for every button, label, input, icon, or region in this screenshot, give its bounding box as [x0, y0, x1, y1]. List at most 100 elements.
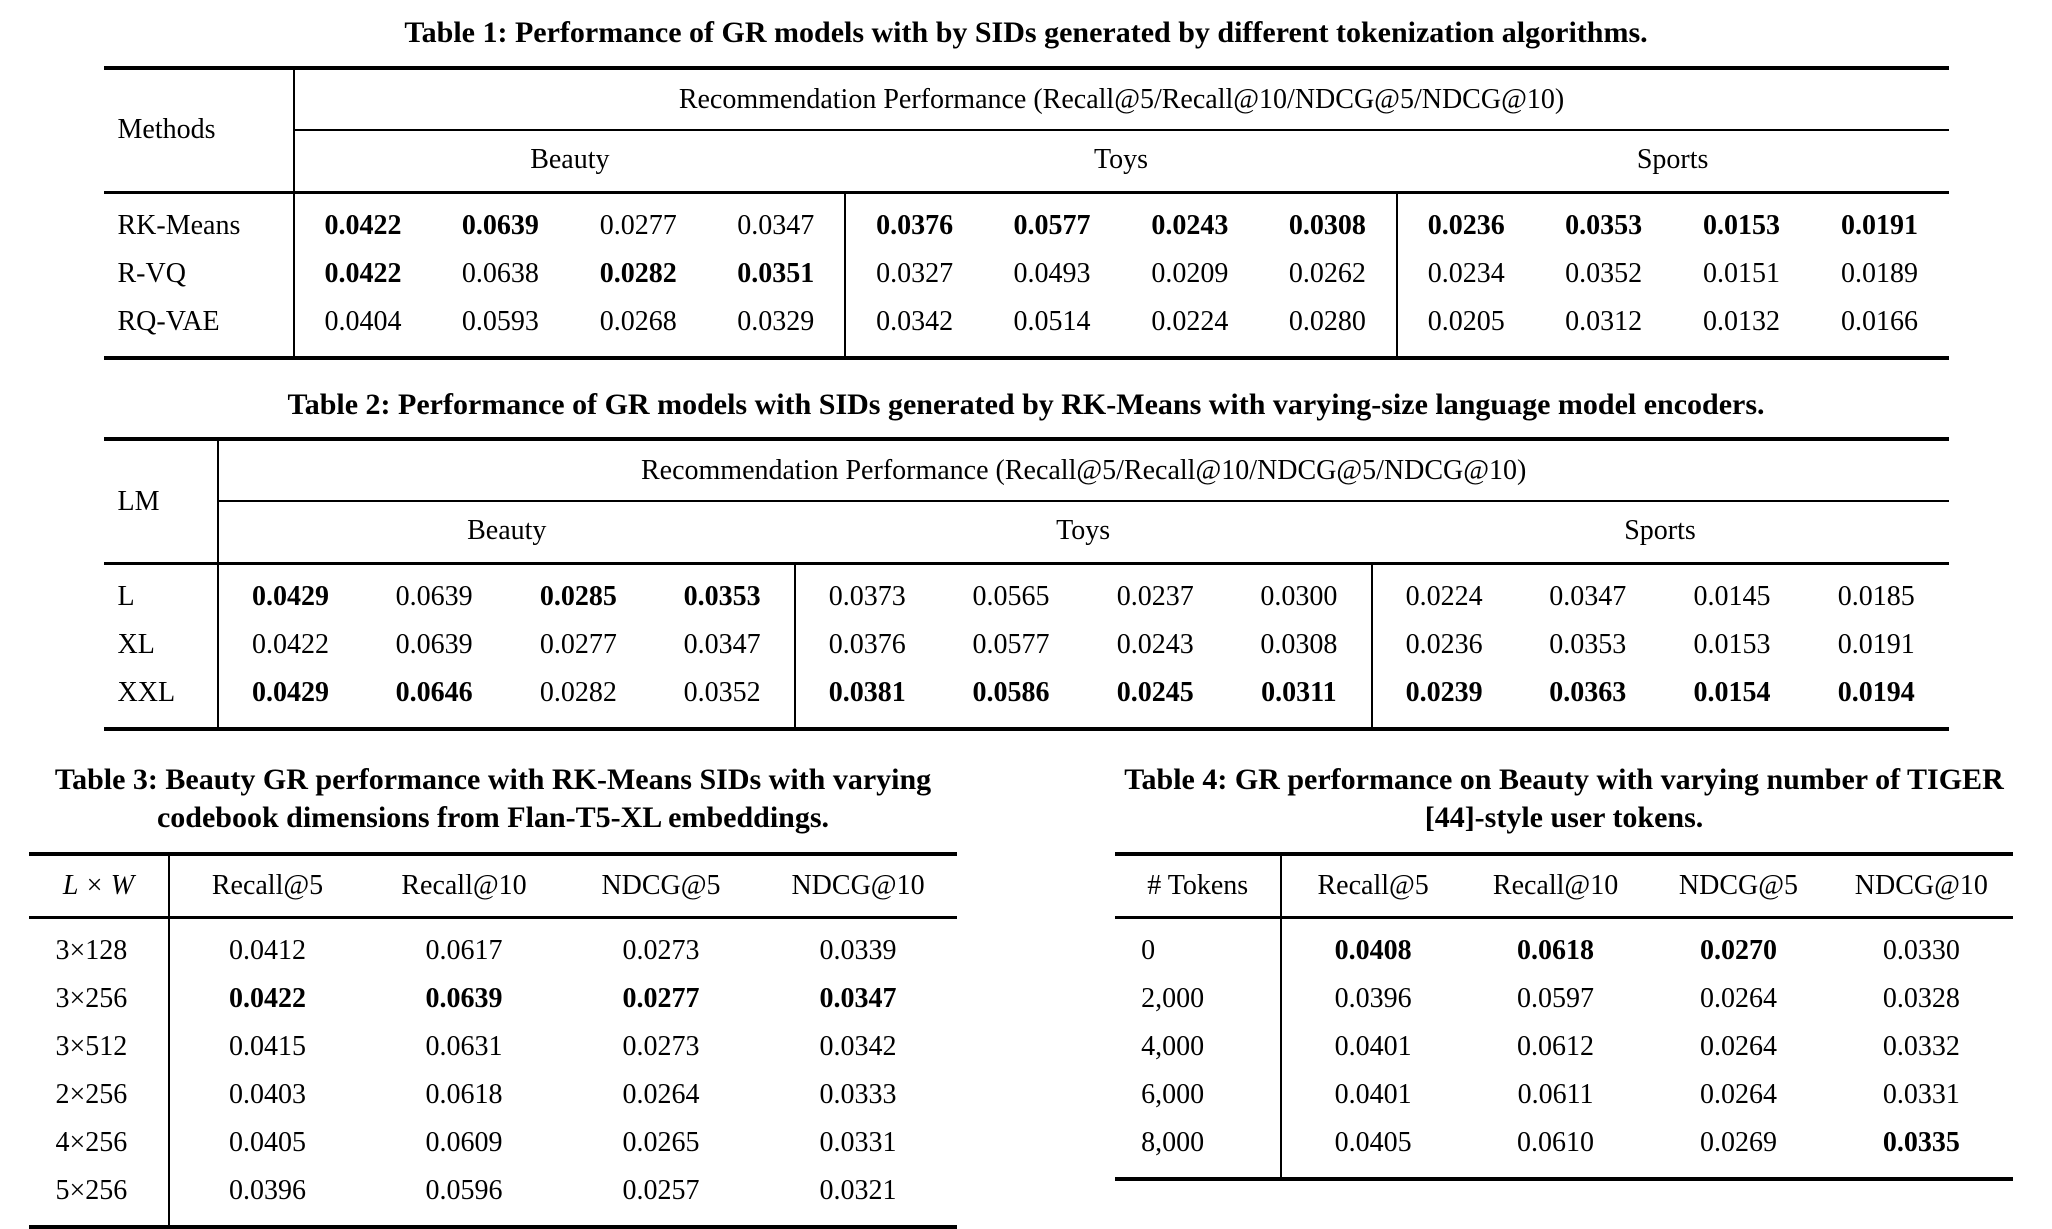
table2-cell: 0.0347 [683, 629, 761, 660]
table1-row-label: RQ-VAE [103, 297, 295, 358]
table4-cell: 0.0330 [1882, 935, 1960, 966]
table2-cell: 0.0381 [793, 669, 939, 729]
table2-cell: 0.0236 [1370, 621, 1516, 669]
table2-cell: 0.0429 [251, 581, 329, 612]
paper-page: { "page": {"background": "#ffffff", "tex… [29, 16, 2013, 1229]
table1-cell: 0.0422 [324, 209, 402, 241]
table1-cell: 0.0347 [737, 209, 815, 241]
bottom-tables-row: Table 3: Beauty GR performance with RK-M… [0, 761, 2052, 1229]
table2-cell: 0.0353 [1549, 629, 1627, 660]
table3-row: 4×256 0.0405 0.0609 0.0265 0.0331 [29, 1119, 956, 1167]
table1-cell: 0.0236 [1395, 192, 1535, 250]
table3-section: Table 3: Beauty GR performance with RK-M… [20, 761, 966, 1229]
table2-row: XL 0.0422 0.0639 0.0277 0.0347 0.0376 0.… [103, 621, 1949, 669]
table2-cell: 0.0352 [683, 677, 761, 708]
table2-cell: 0.0311 [1261, 677, 1337, 708]
table2-cell: 0.0245 [1116, 677, 1194, 708]
table4-cell: 0.0612 [1517, 1031, 1595, 1062]
table3-col-header: L × W [29, 854, 170, 919]
table4-cell: 0.0269 [1699, 1127, 1777, 1158]
table2-row-label: L [103, 563, 219, 621]
table4-cell: 0.0401 [1334, 1031, 1412, 1062]
table3-row-label: 3×256 [29, 975, 170, 1023]
table2-cell: 0.0285 [539, 581, 617, 612]
table4-col-header: Recall@10 [1464, 854, 1647, 919]
table3-col-header: NDCG@5 [562, 854, 760, 919]
table1-cell: 0.0191 [1841, 209, 1918, 241]
table3-cell: 0.0273 [622, 935, 700, 966]
table3-cell: 0.0347 [819, 983, 897, 1014]
table1-cell: 0.0638 [461, 257, 539, 289]
table2-cell: 0.0363 [1549, 677, 1627, 708]
table1-cell: 0.0166 [1841, 305, 1918, 337]
table4-cell: 0.0610 [1517, 1127, 1595, 1158]
table2-cell: 0.0243 [1116, 629, 1194, 660]
table1-cell: 0.0376 [844, 192, 984, 250]
table1-row: RQ-VAE 0.0404 0.0593 0.0268 0.0329 0.034… [103, 297, 1949, 358]
table2: LM Recommendation Performance (Recall@5/… [103, 437, 1949, 731]
table2-cell: 0.0577 [972, 629, 1050, 660]
table4-row-label: 4,000 [1115, 1023, 1283, 1071]
table3-col-header: NDCG@10 [759, 854, 957, 919]
table2-cell: 0.0194 [1837, 677, 1915, 708]
table2-group-sports: Sports [1371, 501, 1949, 565]
table3-cell: 0.0265 [622, 1127, 700, 1158]
table2-cell: 0.0185 [1837, 581, 1915, 612]
table4-col-header: # Tokens [1115, 854, 1283, 919]
table1-cell: 0.0243 [1151, 209, 1229, 241]
table1-group-sports: Sports [1396, 129, 1949, 194]
table4-col-header: Recall@5 [1281, 854, 1465, 919]
table2-cell: 0.0373 [793, 563, 939, 621]
table2-cell: 0.0239 [1370, 669, 1516, 729]
table2-cell: 0.0429 [251, 677, 329, 708]
table2-cell: 0.0347 [1549, 581, 1627, 612]
table4-caption: Table 4: GR performance on Beauty with v… [1124, 763, 2004, 834]
table2-row-header: LM [103, 439, 219, 565]
table2-cell: 0.0639 [395, 629, 473, 660]
table1-cell: 0.0153 [1703, 209, 1781, 241]
table3-row: 3×256 0.0422 0.0639 0.0277 0.0347 [29, 975, 956, 1023]
table3-row: 5×256 0.0396 0.0596 0.0257 0.0321 [29, 1167, 956, 1227]
table2-row: XXL 0.0429 0.0646 0.0282 0.0352 0.0381 0… [103, 669, 1949, 729]
table2-cell: 0.0565 [972, 581, 1050, 612]
table3-cell: 0.0342 [819, 1031, 897, 1062]
table4-cell: 0.0328 [1882, 983, 1960, 1014]
table2-cell: 0.0422 [251, 629, 329, 660]
table4-cell: 0.0264 [1699, 1079, 1777, 1110]
table2-cell: 0.0646 [395, 677, 473, 708]
table3-cell: 0.0403 [229, 1079, 306, 1110]
table1-cell: 0.0493 [1013, 257, 1091, 289]
table1-cell: 0.0351 [737, 257, 815, 289]
table2-cell: 0.0376 [793, 621, 939, 669]
table4-cell: 0.0405 [1334, 1127, 1412, 1158]
table1-row-label: R-VQ [103, 249, 295, 298]
table3-cell: 0.0277 [622, 983, 700, 1014]
table3-row: 3×512 0.0415 0.0631 0.0273 0.0342 [29, 1023, 956, 1071]
table1-cell: 0.0353 [1565, 209, 1643, 241]
table2-cell: 0.0224 [1370, 563, 1516, 621]
table2-cell: 0.0308 [1260, 629, 1338, 660]
table3: L × W Recall@5 Recall@10 NDCG@5 NDCG@10 … [29, 852, 957, 1229]
table3-cell: 0.0405 [229, 1127, 306, 1158]
table4-col-header: NDCG@10 [1829, 854, 2013, 919]
table4-row: 4,000 0.0401 0.0612 0.0264 0.0332 [1115, 1023, 2013, 1071]
table2-cell: 0.0153 [1693, 629, 1771, 660]
table3-cell: 0.0596 [425, 1175, 503, 1206]
table3-row-label: 3×128 [29, 917, 170, 975]
table4-row: 8,000 0.0405 0.0610 0.0269 0.0335 [1115, 1119, 2013, 1179]
table1-cell: 0.0132 [1703, 305, 1781, 337]
table4-row-label: 0 [1115, 917, 1283, 975]
table1-cell: 0.0404 [324, 305, 402, 337]
table2-cell: 0.0639 [395, 581, 473, 612]
table4-cell: 0.0401 [1334, 1079, 1412, 1110]
table3-col-header: Recall@5 [168, 854, 366, 919]
table4-row: 0 0.0408 0.0618 0.0270 0.0330 [1115, 917, 2013, 975]
table1-cell: 0.0422 [324, 257, 402, 289]
table4-cell: 0.0396 [1334, 983, 1412, 1014]
table1-cell: 0.0352 [1565, 257, 1643, 289]
table1-cell: 0.0234 [1395, 249, 1535, 298]
table2-group-beauty: Beauty [217, 501, 795, 565]
table1-cell: 0.0308 [1288, 209, 1366, 241]
table1-cell: 0.0514 [1013, 305, 1091, 337]
table3-cell: 0.0631 [425, 1031, 503, 1062]
